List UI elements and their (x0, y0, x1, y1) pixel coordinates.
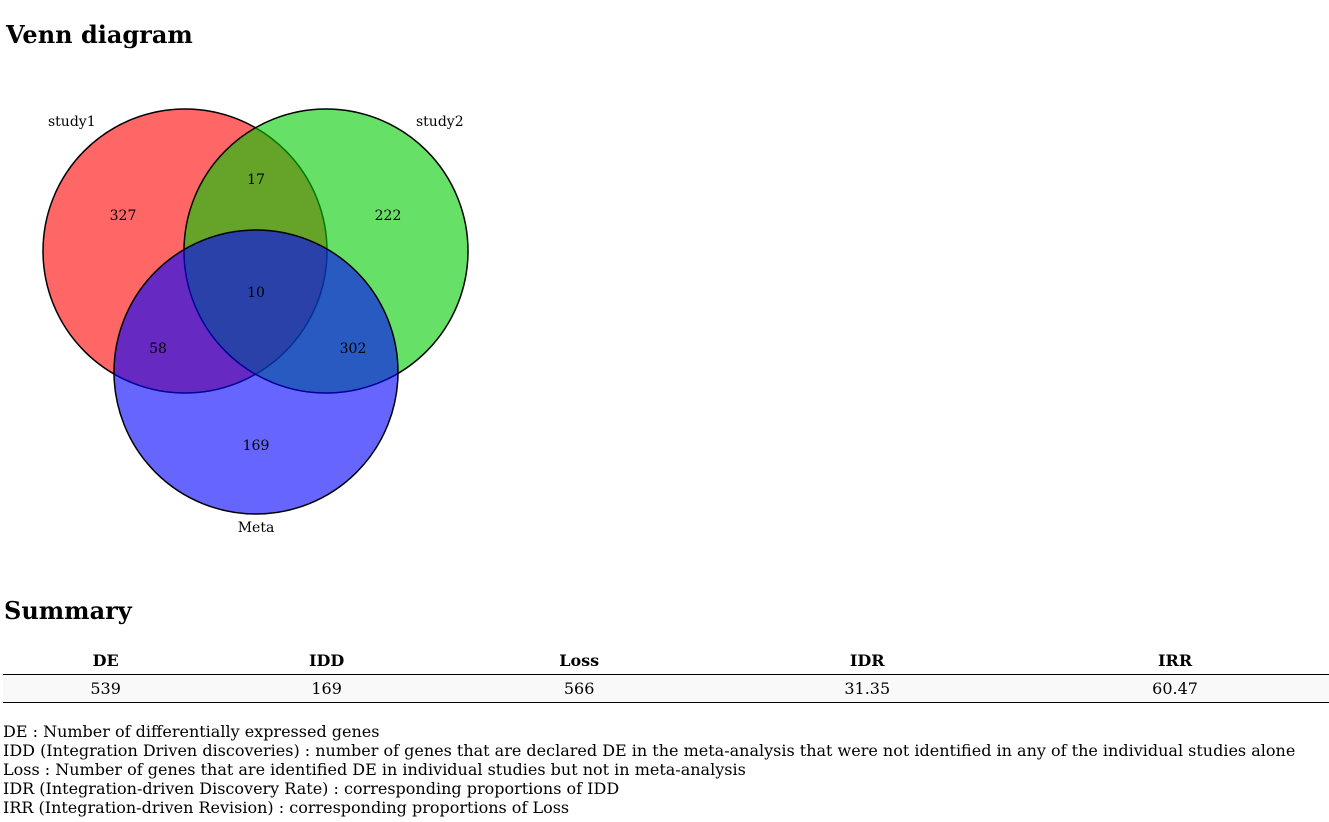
definition-de: DE : Number of differentially expressed … (3, 722, 380, 741)
cell-irr: 60.47 (1021, 674, 1329, 703)
set-label-study2: study2 (416, 114, 464, 130)
definition-idr: IDR (Integration-driven Discovery Rate) … (3, 779, 620, 798)
summary-header-row: DE IDD Loss IDR IRR (3, 646, 1329, 675)
column-header-de: DE (3, 646, 209, 675)
venn-circles (42, 108, 469, 515)
definition-irr: IRR (Integration-driven Revision) : corr… (3, 798, 570, 817)
definition-idd: IDD (Integration Driven discoveries) : n… (3, 741, 1296, 760)
cell-loss: 566 (444, 674, 714, 703)
column-header-irr: IRR (1021, 646, 1329, 675)
set-label-study1: study1 (48, 114, 96, 130)
column-header-idd: IDD (208, 646, 445, 675)
cell-de: 539 (3, 674, 209, 703)
region-study2-meta: 302 (340, 341, 367, 357)
column-header-loss: Loss (444, 646, 714, 675)
region-study1-meta: 58 (149, 341, 167, 357)
venn-diagram: study1 study2 Meta 327 222 17 10 58 302 … (42, 108, 469, 536)
set-label-meta: Meta (238, 520, 275, 536)
region-study1-only: 327 (110, 208, 137, 224)
circle-meta (113, 229, 399, 515)
column-header-idr: IDR (713, 646, 1022, 675)
definition-loss: Loss : Number of genes that are identifi… (3, 760, 746, 779)
region-all-three: 10 (247, 285, 265, 301)
definitions-list: DE : Number of differentially expressed … (3, 722, 1295, 817)
table-row: 539 169 566 31.35 60.47 (3, 674, 1329, 703)
venn-section-title: Venn diagram (6, 20, 193, 49)
summary-table: DE IDD Loss IDR IRR 539 169 566 31.35 60… (3, 646, 1329, 703)
cell-idd: 169 (208, 674, 445, 703)
region-study2-only: 222 (375, 208, 402, 224)
summary-section-title: Summary (4, 596, 132, 625)
region-meta-only: 169 (243, 438, 270, 454)
cell-idr: 31.35 (713, 674, 1022, 703)
region-study1-study2: 17 (247, 172, 265, 188)
